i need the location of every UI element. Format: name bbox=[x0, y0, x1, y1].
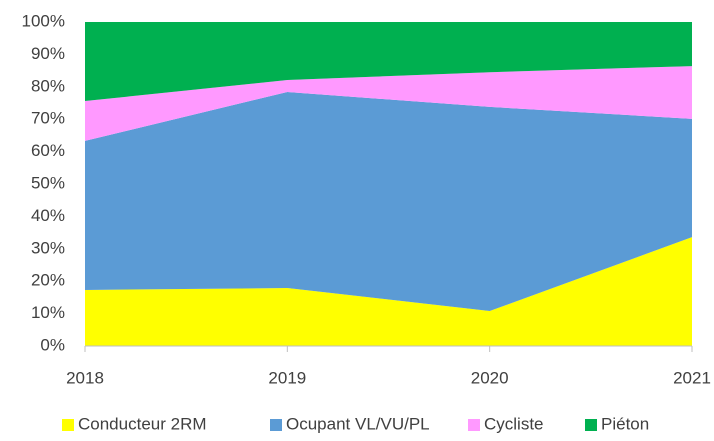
y-tick-label: 70% bbox=[31, 109, 65, 128]
legend-label: Ocupant VL/VU/PL bbox=[286, 414, 430, 433]
legend-label: Cycliste bbox=[484, 414, 544, 433]
y-tick-label: 20% bbox=[31, 271, 65, 290]
y-tick-label: 80% bbox=[31, 76, 65, 95]
y-tick-label: 50% bbox=[31, 173, 65, 192]
area bbox=[85, 22, 692, 102]
y-tick-label: 90% bbox=[31, 44, 65, 63]
area bbox=[85, 66, 692, 141]
y-tick-label: 60% bbox=[31, 141, 65, 160]
y-tick-label: 30% bbox=[31, 238, 65, 257]
y-tick-label: 100% bbox=[22, 11, 65, 30]
legend-swatch bbox=[62, 419, 74, 431]
legend-swatch bbox=[468, 419, 480, 431]
legend-label: Conducteur 2RM bbox=[78, 414, 207, 433]
y-tick-label: 0% bbox=[40, 335, 65, 354]
y-tick-label: 40% bbox=[31, 206, 65, 225]
area bbox=[85, 91, 692, 312]
x-tick-label: 2020 bbox=[471, 368, 509, 387]
legend-swatch bbox=[585, 419, 597, 431]
y-tick-label: 10% bbox=[31, 303, 65, 322]
x-tick-label: 2018 bbox=[66, 368, 104, 387]
x-tick-label: 2019 bbox=[268, 368, 306, 387]
legend-label: Piéton bbox=[601, 414, 649, 433]
area bbox=[85, 237, 692, 346]
x-tick-label: 2021 bbox=[673, 368, 711, 387]
legend-swatch bbox=[270, 419, 282, 431]
